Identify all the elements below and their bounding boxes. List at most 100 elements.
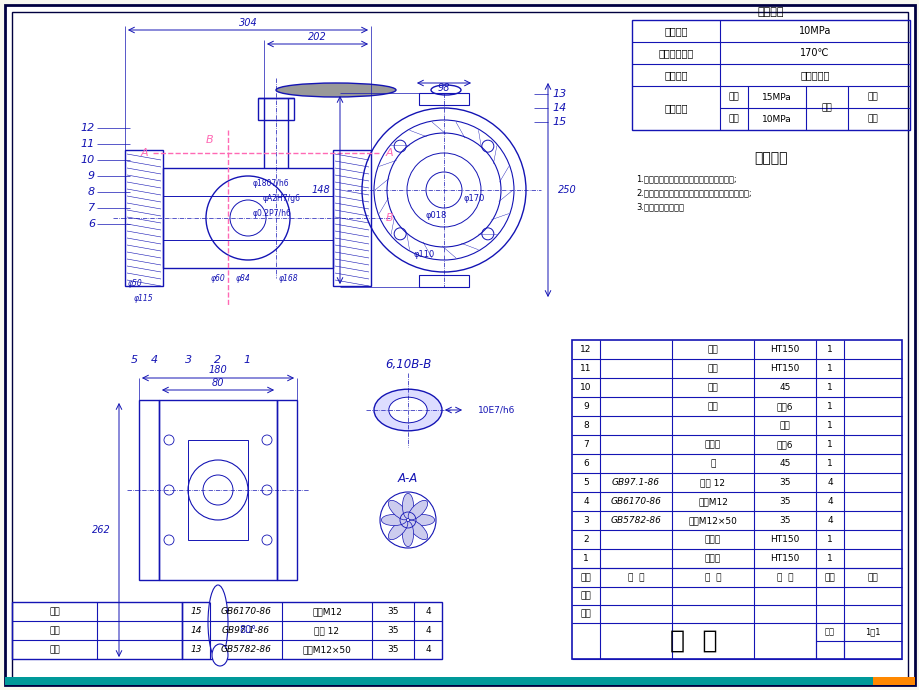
Text: 35: 35 bbox=[778, 516, 790, 525]
Text: 4: 4 bbox=[425, 626, 430, 635]
Text: 10: 10 bbox=[580, 383, 591, 392]
Bar bbox=[5, 677, 909, 685]
Text: 3.手柄表面涂灰漆。: 3.手柄表面涂灰漆。 bbox=[635, 202, 683, 211]
Text: 80: 80 bbox=[211, 378, 224, 388]
Text: 12: 12 bbox=[81, 123, 95, 133]
Text: 石棉: 石棉 bbox=[778, 421, 789, 430]
Text: 螺母M12: 螺母M12 bbox=[698, 497, 727, 506]
Text: 35: 35 bbox=[387, 607, 398, 616]
Text: 262: 262 bbox=[92, 525, 111, 535]
Text: 备注: 备注 bbox=[867, 573, 878, 582]
Text: 8: 8 bbox=[88, 187, 95, 197]
Ellipse shape bbox=[408, 500, 427, 520]
Text: 螺栓M12×50: 螺栓M12×50 bbox=[302, 645, 351, 654]
Text: 球  阀: 球 阀 bbox=[670, 629, 717, 653]
Text: 4: 4 bbox=[583, 497, 588, 506]
Text: 9: 9 bbox=[583, 402, 588, 411]
Text: 35: 35 bbox=[387, 645, 398, 654]
Text: HT150: HT150 bbox=[769, 535, 799, 544]
Text: 强度: 强度 bbox=[728, 92, 739, 101]
Text: 审核: 审核 bbox=[580, 609, 591, 618]
Text: 13: 13 bbox=[551, 89, 565, 99]
Ellipse shape bbox=[408, 520, 427, 540]
Text: φ60: φ60 bbox=[210, 273, 225, 282]
Ellipse shape bbox=[402, 493, 414, 519]
Text: 审核: 审核 bbox=[49, 626, 60, 635]
Text: 比例: 比例 bbox=[824, 627, 834, 636]
Ellipse shape bbox=[208, 585, 228, 660]
Ellipse shape bbox=[409, 515, 434, 526]
Text: 12: 12 bbox=[580, 345, 591, 354]
Ellipse shape bbox=[389, 397, 426, 423]
Text: 9: 9 bbox=[88, 171, 95, 181]
Text: 202: 202 bbox=[308, 32, 326, 42]
Text: 11: 11 bbox=[580, 364, 591, 373]
Text: HT150: HT150 bbox=[769, 364, 799, 373]
Bar bbox=[159, 400, 277, 580]
Text: 170℃: 170℃ bbox=[800, 48, 829, 58]
Text: φA2H7/g6: φA2H7/g6 bbox=[263, 193, 301, 202]
Text: 7: 7 bbox=[583, 440, 588, 449]
Text: 180: 180 bbox=[209, 365, 227, 375]
Ellipse shape bbox=[430, 85, 460, 95]
Text: 性能规格: 性能规格 bbox=[757, 7, 783, 17]
Text: φ168: φ168 bbox=[278, 273, 298, 282]
Text: GB6170-86: GB6170-86 bbox=[221, 607, 271, 616]
Bar bbox=[631, 20, 909, 130]
Text: GB97.1-86: GB97.1-86 bbox=[221, 626, 269, 635]
Text: B: B bbox=[205, 135, 213, 145]
Ellipse shape bbox=[374, 389, 441, 431]
Text: 5: 5 bbox=[583, 478, 588, 487]
Text: 变调: 变调 bbox=[867, 115, 878, 124]
Text: 1: 1 bbox=[826, 440, 832, 449]
Text: 11: 11 bbox=[81, 139, 95, 149]
Text: 4: 4 bbox=[826, 497, 832, 506]
Text: φ84: φ84 bbox=[235, 273, 250, 282]
Text: φ110: φ110 bbox=[413, 250, 434, 259]
Text: 材  料: 材 料 bbox=[776, 573, 792, 582]
Text: GB97.1-86: GB97.1-86 bbox=[611, 478, 659, 487]
Text: 4: 4 bbox=[425, 607, 430, 616]
Text: 技术要求: 技术要求 bbox=[754, 151, 787, 165]
Text: GB6170-86: GB6170-86 bbox=[610, 497, 661, 506]
Bar bbox=[125, 150, 163, 286]
Text: 1: 1 bbox=[244, 355, 251, 365]
Text: 10: 10 bbox=[81, 155, 95, 165]
Text: 4: 4 bbox=[151, 355, 157, 365]
Text: GB5782-86: GB5782-86 bbox=[610, 516, 661, 525]
Text: 数量: 数量 bbox=[823, 573, 834, 582]
Text: 6,10B-B: 6,10B-B bbox=[384, 357, 431, 371]
Text: 右阀体: 右阀体 bbox=[704, 554, 720, 563]
Text: 华: 华 bbox=[709, 459, 715, 468]
Text: 35: 35 bbox=[778, 478, 790, 487]
Text: 制图: 制图 bbox=[49, 607, 60, 616]
Text: 6: 6 bbox=[583, 459, 588, 468]
Text: φ50: φ50 bbox=[128, 279, 142, 288]
Bar bbox=[12, 602, 182, 659]
Text: 螺栓M12×50: 螺栓M12×50 bbox=[687, 516, 737, 525]
Text: 代  号: 代 号 bbox=[627, 573, 643, 582]
Text: 8: 8 bbox=[583, 421, 588, 430]
Text: 制图: 制图 bbox=[580, 591, 591, 600]
Bar bbox=[418, 93, 469, 105]
Bar bbox=[418, 275, 469, 287]
Text: 148: 148 bbox=[311, 185, 330, 195]
Text: 35: 35 bbox=[387, 626, 398, 635]
Text: 审核: 审核 bbox=[49, 645, 60, 654]
Text: 2: 2 bbox=[214, 355, 221, 365]
Text: GB5782-86: GB5782-86 bbox=[221, 645, 271, 654]
Ellipse shape bbox=[381, 515, 406, 526]
Text: 4: 4 bbox=[425, 645, 430, 654]
Text: 尼龙6: 尼龙6 bbox=[776, 402, 792, 411]
Text: A: A bbox=[386, 148, 393, 158]
Text: 手柄: 手柄 bbox=[707, 345, 718, 354]
Text: 10MPa: 10MPa bbox=[798, 26, 830, 36]
Text: 名  称: 名 称 bbox=[704, 573, 720, 582]
Text: 13: 13 bbox=[190, 645, 201, 654]
Text: 14: 14 bbox=[551, 103, 565, 113]
Text: 3: 3 bbox=[185, 355, 192, 365]
Bar bbox=[257, 98, 294, 120]
Text: 2: 2 bbox=[583, 535, 588, 544]
Text: 10MPa: 10MPa bbox=[761, 115, 791, 124]
Ellipse shape bbox=[211, 644, 228, 666]
